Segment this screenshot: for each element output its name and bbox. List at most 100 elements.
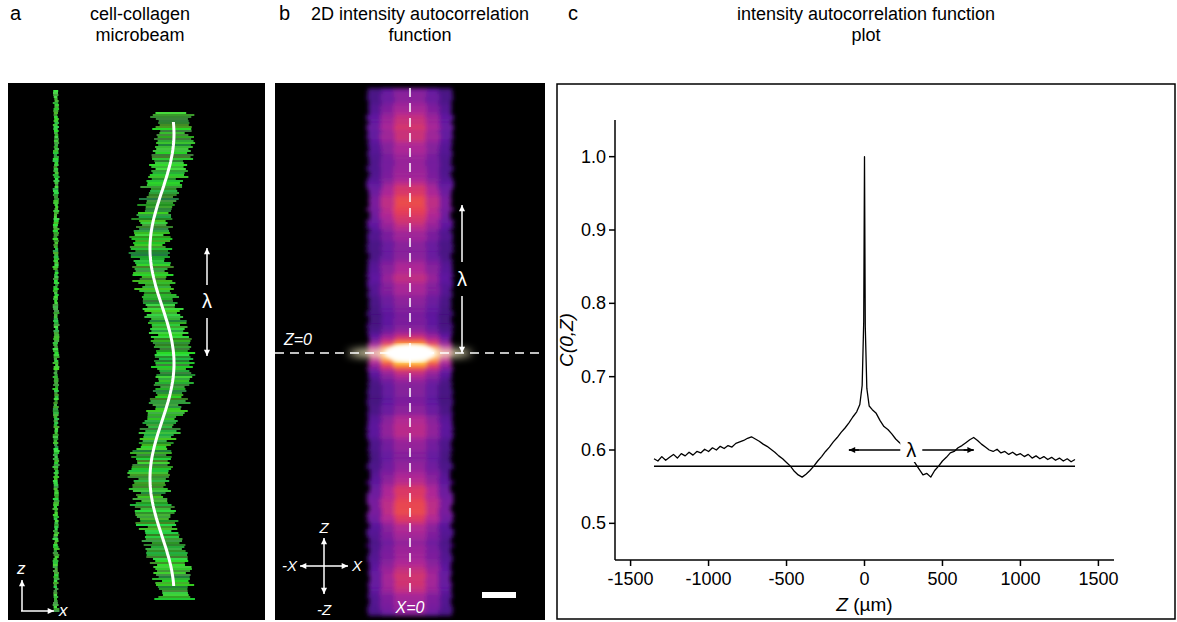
x-tick-label: -500 <box>769 569 805 589</box>
wide-strand-row <box>156 406 182 408</box>
thin-strand-row <box>53 566 58 568</box>
thin-strand-row <box>53 160 59 162</box>
arrow-head <box>48 608 54 614</box>
thin-strand-row <box>54 574 59 576</box>
thin-strand-row <box>53 238 59 240</box>
lambda-arrow-down <box>204 318 210 356</box>
image-row-inner <box>393 307 426 310</box>
thin-strand-row <box>54 468 58 470</box>
image-row-outer <box>367 367 454 370</box>
image-row-outer <box>368 262 452 265</box>
thin-strand-row <box>53 480 58 482</box>
image-row-mid <box>380 295 439 298</box>
wide-strand-row <box>156 142 195 144</box>
image-row-outer <box>368 430 452 433</box>
thin-strand-row <box>54 392 57 394</box>
page: {"panel_a": {"letter": "a", "title": "ce… <box>0 0 1177 622</box>
wide-strand-row <box>157 352 196 354</box>
thin-strand-row <box>54 440 58 442</box>
x-tick <box>864 560 866 566</box>
thin-strand-row <box>54 164 59 166</box>
thin-strand-row <box>53 406 59 408</box>
image-row-inner <box>394 532 425 535</box>
image-row-mid <box>380 127 441 130</box>
thin-strand-row <box>54 108 60 110</box>
thin-strand-row <box>54 426 60 428</box>
thin-strand-row <box>53 544 58 546</box>
thin-strand-row <box>53 286 57 288</box>
wide-strand-row <box>146 206 172 208</box>
image-row-mid <box>380 430 439 433</box>
wide-strand-row <box>158 596 190 598</box>
thin-strand-row <box>54 422 58 424</box>
image-row-mid <box>382 577 439 580</box>
wide-strand-row <box>130 504 172 506</box>
wide-strand-row <box>134 288 173 290</box>
thin-strand-row <box>54 378 59 380</box>
thin-strand-row <box>53 290 58 292</box>
thin-strand-row <box>54 176 60 178</box>
x-tick <box>786 560 788 566</box>
image-row-inner <box>393 445 427 448</box>
image-row-outer <box>369 490 450 493</box>
arrow-shaft <box>461 205 463 262</box>
thin-strand-row <box>53 150 58 152</box>
image-row-outer <box>369 505 451 508</box>
image-row-inner <box>394 502 426 505</box>
thin-strand-row <box>53 402 57 404</box>
image-row-mid <box>382 535 438 538</box>
image-row-mid <box>380 517 440 520</box>
thin-strand-row <box>53 226 57 228</box>
thin-strand-row <box>54 356 60 358</box>
wide-strand-row <box>137 516 171 518</box>
image-row-outer <box>366 115 454 118</box>
image-row-outer <box>367 382 452 385</box>
thin-strand-row <box>55 446 59 448</box>
x-tick <box>1020 560 1022 566</box>
image-row-inner <box>394 430 425 433</box>
image-row-outer <box>367 292 452 295</box>
image-row-inner <box>395 265 426 268</box>
thin-strand-row <box>55 428 58 430</box>
thin-strand-row <box>53 268 57 270</box>
image-row-mid <box>380 217 441 220</box>
thin-strand-row <box>55 184 58 186</box>
image-row-mid <box>380 595 441 598</box>
thin-strand-row <box>53 200 58 202</box>
thin-strand-row <box>53 94 58 96</box>
image-row-outer <box>369 202 450 205</box>
thin-strand-row <box>54 262 58 264</box>
thin-strand-row <box>55 510 58 512</box>
thin-strand-row <box>54 264 58 266</box>
wide-strand-row <box>157 570 190 572</box>
image-row-inner <box>394 262 425 265</box>
thin-strand-row <box>54 606 57 608</box>
image-row-mid <box>380 565 440 568</box>
wide-strand-row <box>132 466 173 468</box>
thin-strand-row <box>53 236 57 238</box>
image-row-mid <box>380 265 441 268</box>
thin-strand-row <box>55 100 59 102</box>
x-tick <box>942 560 944 566</box>
image-row-outer <box>369 562 451 565</box>
image-row-mid <box>380 292 441 295</box>
thin-strand-row <box>54 292 57 294</box>
thin-strand-row <box>53 412 59 414</box>
image-row-mid <box>380 445 439 448</box>
image-row-mid <box>382 487 439 490</box>
thin-strand-row <box>53 408 58 410</box>
thin-strand-row <box>54 196 58 198</box>
thin-strand-row <box>54 382 58 384</box>
thin-strand-row <box>54 460 59 462</box>
thin-strand-row <box>53 448 58 450</box>
wide-strand-row <box>143 298 173 300</box>
thin-strand-row <box>54 600 58 602</box>
arrow-head <box>967 447 973 453</box>
image-row-inner <box>393 172 427 175</box>
thin-strand-row <box>54 464 60 466</box>
thin-strand-row <box>54 314 58 316</box>
image-row-mid <box>381 370 439 373</box>
image-row-inner <box>395 520 425 523</box>
thin-strand-row <box>55 386 58 388</box>
image-row-inner <box>395 310 425 313</box>
